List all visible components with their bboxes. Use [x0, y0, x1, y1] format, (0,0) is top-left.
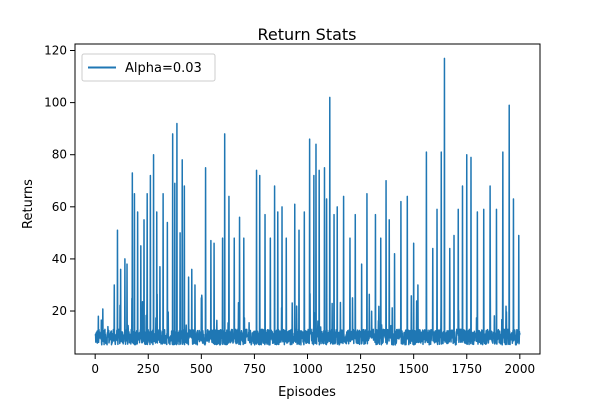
series-line-alpha: [94, 57, 521, 346]
x-tick-label: 1750: [451, 362, 482, 376]
y-tick-label: 120: [44, 44, 67, 58]
x-tick-label: 1000: [292, 362, 323, 376]
x-tick-label: 0: [91, 362, 99, 376]
y-axis-label: Returns: [21, 179, 36, 229]
x-tick-label: 750: [243, 362, 266, 376]
y-tick-label: 60: [52, 200, 67, 214]
y-tick-label: 80: [52, 148, 67, 162]
legend-box: [81, 53, 216, 82]
legend: Alpha=0.03: [81, 53, 216, 82]
x-tick-label: 1250: [345, 362, 376, 376]
y-tick-label: 40: [52, 252, 67, 266]
y-tick-label: 100: [44, 96, 67, 110]
x-tick-label: 250: [137, 362, 160, 376]
x-tick-label: 1500: [398, 362, 429, 376]
x-axis-label: Episodes: [278, 385, 336, 400]
x-tick-label: 500: [190, 362, 213, 376]
legend-label: Alpha=0.03: [125, 61, 202, 76]
chart-title: Return Stats: [257, 25, 356, 44]
y-tick-label: 20: [52, 304, 67, 318]
x-tick-label: 2000: [505, 362, 536, 376]
